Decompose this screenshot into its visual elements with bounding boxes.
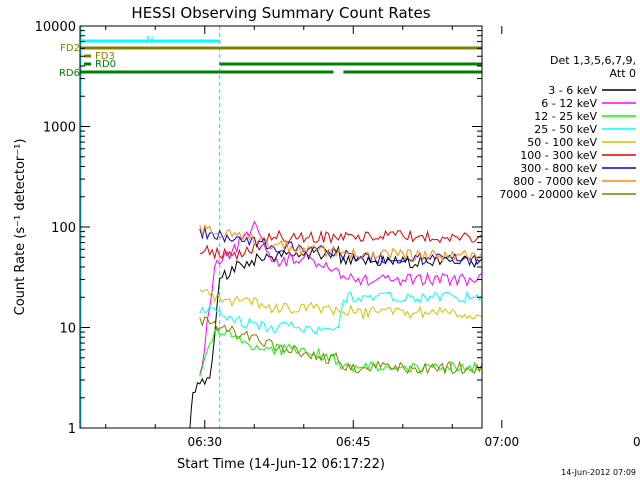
x-tick-label: 06:45 xyxy=(336,435,371,449)
series-line xyxy=(199,288,482,321)
generated-timestamp: 14-Jun-2012 07:09 xyxy=(561,468,636,477)
series-line xyxy=(199,227,482,267)
y-axis-label: Count Rate (s⁻¹ detector⁻¹) xyxy=(13,139,28,316)
x-tick-label: 07:15 xyxy=(633,435,640,449)
y-tick-label: 100 xyxy=(51,221,76,236)
chart-title: HESSI Observing Summary Count Rates xyxy=(131,4,430,22)
legend-entry-label: 100 - 300 keV xyxy=(520,149,597,162)
y-tick-label: 10 xyxy=(59,322,76,337)
legend-entry-label: 3 - 6 keV xyxy=(548,84,597,97)
legend-header-attenuator: Att 0 xyxy=(610,67,636,80)
flag-label-fd3: FD3 xyxy=(95,51,115,62)
x-tick-label: 06:30 xyxy=(187,435,222,449)
series-line xyxy=(189,245,482,428)
series-lines xyxy=(189,220,482,428)
flag-label-rd0: RD0 xyxy=(95,59,116,70)
series-line xyxy=(199,290,482,335)
legend-entry-label: 800 - 7000 keV xyxy=(513,175,597,188)
legend-entry-label: 50 - 100 keV xyxy=(527,136,597,149)
instrument-flag-bars xyxy=(80,39,482,74)
series-line xyxy=(199,229,482,261)
x-tick-label: 07:00 xyxy=(485,435,520,449)
series-line xyxy=(199,316,482,376)
flag-label-rd6: RD6 xyxy=(59,68,80,79)
flag-label-n: N xyxy=(146,35,153,46)
series-line xyxy=(199,224,482,263)
legend-entry-label: 25 - 50 keV xyxy=(534,123,597,136)
series-line xyxy=(199,325,482,377)
legend-entry-label: 300 - 800 keV xyxy=(520,162,597,175)
series-line xyxy=(199,220,482,375)
legend-entry-label: 6 - 12 keV xyxy=(541,97,597,110)
legend-entry-label: 7000 - 20000 keV xyxy=(499,188,597,201)
x-axis-label: Start Time (14-Jun-12 06:17:22) xyxy=(177,457,385,472)
y-tick-label: 1 xyxy=(68,422,76,437)
y-tick-label: 1000 xyxy=(43,121,76,136)
flag-label-fd2: FD2 xyxy=(60,43,80,54)
y-tick-label: 10000 xyxy=(35,20,76,35)
y-axis: 1 10 100 1000 10000 xyxy=(35,20,482,437)
legend-entry-label: 12 - 25 keV xyxy=(534,110,597,123)
legend-header-detectors: Det 1,3,5,6,7,9, xyxy=(550,54,636,67)
